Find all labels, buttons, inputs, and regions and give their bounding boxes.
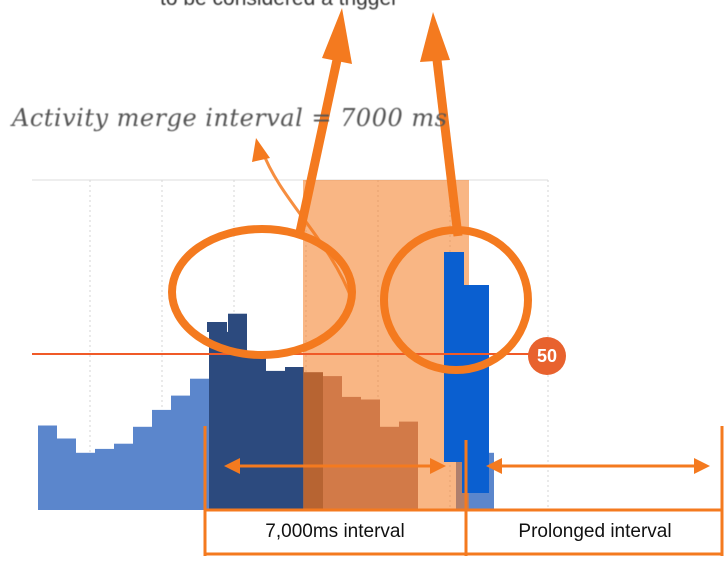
- activity-bar: [114, 443, 133, 510]
- pointer-arrow-left: [295, 59, 342, 233]
- activity-bar: [133, 426, 152, 510]
- activity-bar: [57, 438, 76, 510]
- curved-arrow-head: [252, 138, 270, 162]
- activity-bar: [38, 425, 57, 510]
- merge-interval-label: Activity merge interval = 7000 ms: [12, 104, 448, 132]
- activity-bar: [95, 448, 114, 510]
- arrowhead: [486, 458, 502, 474]
- pointer-arrow-right: [432, 59, 463, 237]
- pointer-arrow-right-head: [420, 12, 450, 62]
- trigger-bar: [444, 252, 464, 462]
- top-caption: to be considered a trigger: [160, 0, 398, 11]
- activity-bar: [285, 367, 304, 510]
- prolonged-interval-label: Prolonged interval: [518, 521, 672, 542]
- activity-bar: [171, 395, 190, 510]
- fixed-interval-label: 7,000ms interval: [265, 521, 405, 542]
- highlight-ellipse-left: [168, 225, 356, 359]
- activity-bar: [152, 409, 171, 510]
- activity-bar: [209, 331, 228, 510]
- activity-bar-step: [207, 322, 227, 332]
- activity-bar: [76, 452, 95, 510]
- curved-arrow: [260, 149, 354, 301]
- annotations: [168, 8, 724, 556]
- arrowhead: [224, 458, 240, 474]
- activity-bar: [247, 357, 266, 510]
- pointer-arrow-left-head: [322, 8, 352, 64]
- activity-bar: [228, 313, 247, 510]
- arrowhead: [694, 458, 710, 474]
- arrowhead: [430, 458, 446, 474]
- threshold-badge: 50: [528, 337, 566, 375]
- activity-bar: [266, 370, 285, 510]
